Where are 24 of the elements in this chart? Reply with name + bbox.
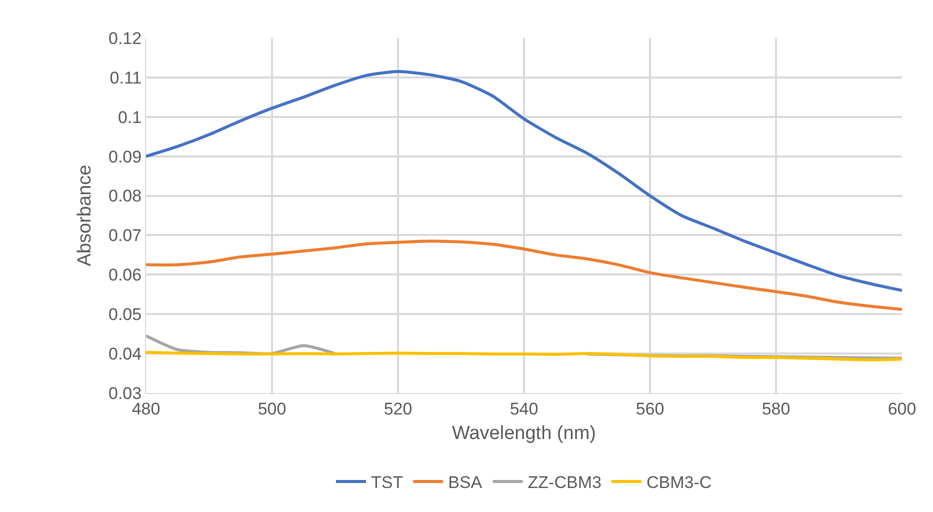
y-tick-label: 0.07: [108, 226, 142, 246]
legend-label: TST: [371, 473, 404, 492]
line-series: [146, 70, 902, 292]
x-tick-label: 560: [636, 399, 664, 418]
legend-label: BSA: [448, 473, 483, 492]
x-tick-label: 500: [258, 399, 286, 418]
x-tick-label: 580: [762, 399, 790, 418]
y-axis-title: Absorbance: [74, 164, 96, 266]
y-tick-label: 0.04: [108, 344, 142, 364]
x-axis-title: Wavelength (nm): [452, 423, 596, 444]
legend-label: ZZ-CBM3: [528, 473, 602, 492]
y-tick-label: 0.12: [108, 28, 142, 48]
x-tick-label: 540: [510, 399, 538, 418]
line-series: [146, 350, 902, 362]
x-tick-label: 520: [384, 399, 412, 418]
y-tick-label: 0.11: [110, 68, 142, 88]
line-series: [146, 240, 902, 311]
y-tick-label: 0.1: [118, 108, 142, 127]
y-tick-label: 0.06: [108, 266, 142, 285]
y-tick-label: 0.05: [108, 305, 142, 324]
y-tick-label: 0.09: [108, 147, 142, 166]
x-tick-label: 600: [888, 399, 916, 418]
y-tick-label: 0.08: [108, 186, 142, 206]
legend-label: CBM3-C: [646, 473, 712, 492]
